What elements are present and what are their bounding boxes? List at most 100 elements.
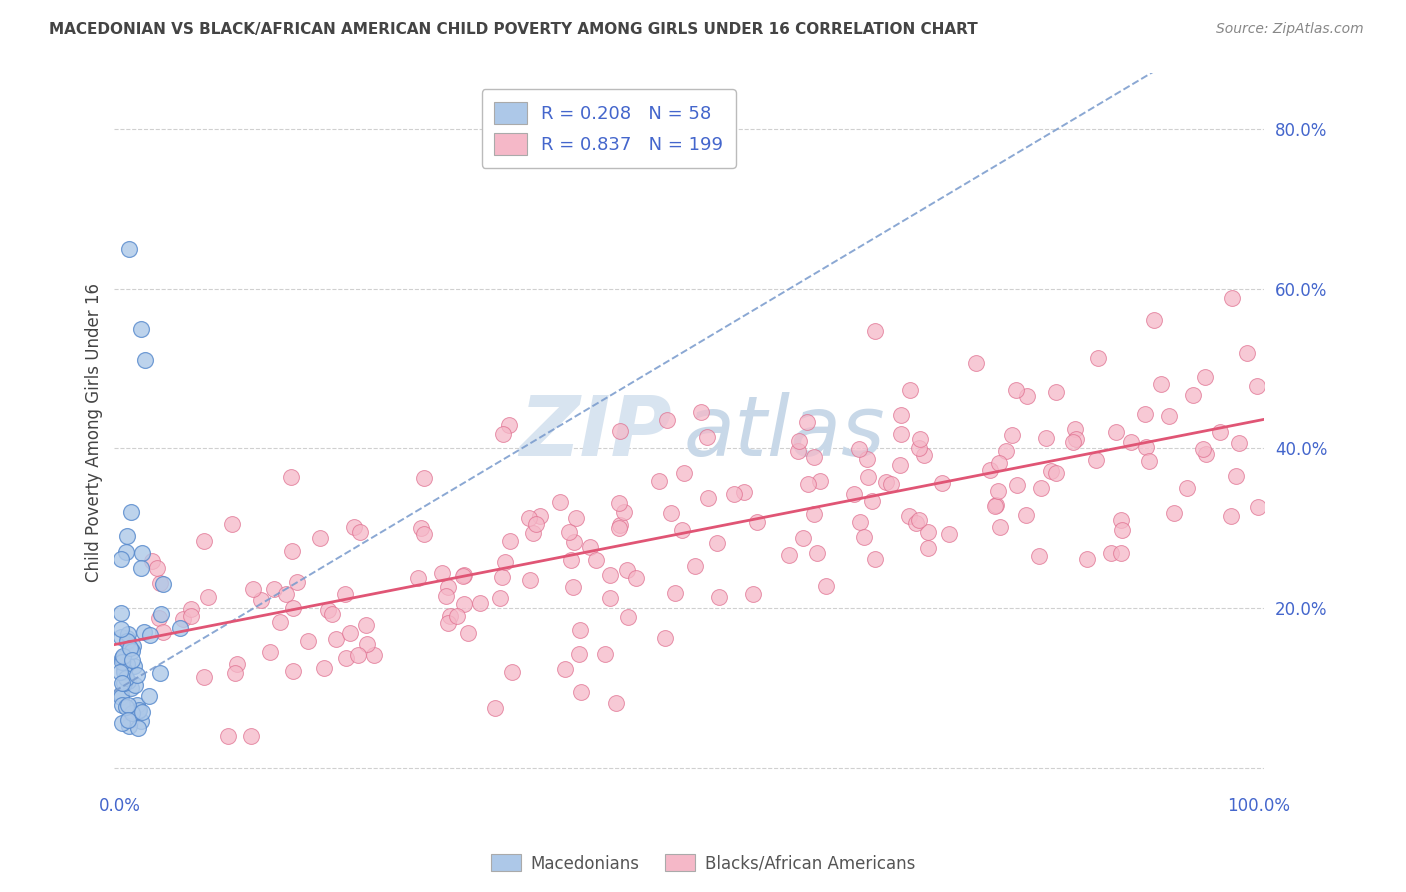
Point [138, 689, 160, 703]
Point [112, 663, 135, 677]
Point [285, 574, 308, 589]
Point [308, 531, 330, 545]
Point [139, 628, 162, 642]
Point [917, 541, 939, 555]
Point [118, 719, 141, 733]
Point [786, 443, 808, 458]
Point [742, 586, 765, 600]
Point [115, 657, 138, 672]
Point [842, 487, 865, 501]
Point [912, 448, 935, 462]
Point [430, 566, 453, 581]
Point [803, 508, 825, 522]
Point [111, 648, 134, 663]
Point [1040, 464, 1063, 478]
Point [131, 705, 153, 719]
Point [121, 653, 143, 667]
Point [111, 653, 134, 667]
Point [280, 470, 302, 484]
Point [907, 513, 929, 527]
Point [609, 425, 631, 439]
Point [115, 529, 138, 543]
Point [1028, 549, 1050, 563]
Point [263, 582, 285, 596]
Point [723, 486, 745, 500]
Point [654, 631, 676, 645]
Point [491, 427, 513, 442]
Point [1159, 409, 1181, 423]
Point [1137, 454, 1160, 468]
Point [792, 531, 814, 545]
Point [259, 645, 281, 659]
Point [1163, 507, 1185, 521]
Point [1121, 435, 1143, 450]
Point [778, 549, 800, 563]
Point [863, 324, 886, 338]
Point [110, 630, 132, 644]
Point [115, 671, 138, 685]
Point [457, 625, 479, 640]
Point [1109, 513, 1132, 527]
Point [120, 713, 142, 727]
Point [696, 430, 718, 444]
Legend: R = 0.208   N = 58, R = 0.837   N = 199: R = 0.208 N = 58, R = 0.837 N = 199 [482, 89, 735, 168]
Point [111, 651, 134, 665]
Point [413, 471, 436, 485]
Point [560, 553, 582, 567]
Point [501, 665, 523, 680]
Point [806, 546, 828, 560]
Point [111, 656, 134, 670]
Point [562, 534, 585, 549]
Point [436, 581, 458, 595]
Point [172, 612, 194, 626]
Point [1208, 425, 1230, 439]
Point [120, 641, 142, 656]
Point [733, 484, 755, 499]
Text: Source: ZipAtlas.com: Source: ZipAtlas.com [1216, 22, 1364, 37]
Text: atlas: atlas [683, 392, 886, 473]
Point [110, 665, 132, 679]
Point [321, 607, 343, 622]
Point [118, 242, 141, 256]
Point [240, 729, 263, 743]
Point [121, 706, 143, 720]
Point [110, 690, 132, 704]
Point [571, 685, 593, 699]
Point [110, 606, 132, 620]
Point [585, 553, 607, 567]
Point [451, 568, 474, 582]
Point [605, 696, 627, 710]
Point [1191, 442, 1213, 457]
Point [122, 659, 145, 673]
Y-axis label: Child Poverty Among Girls Under 16: Child Poverty Among Girls Under 16 [86, 283, 103, 582]
Point [242, 582, 264, 597]
Point [127, 721, 149, 735]
Text: MACEDONIAN VS BLACK/AFRICAN AMERICAN CHILD POVERTY AMONG GIRLS UNDER 16 CORRELAT: MACEDONIAN VS BLACK/AFRICAN AMERICAN CHI… [49, 22, 979, 37]
Point [1133, 407, 1156, 421]
Point [852, 530, 875, 544]
Point [124, 677, 146, 691]
Point [908, 432, 931, 446]
Point [696, 491, 718, 505]
Point [1035, 431, 1057, 445]
Point [1099, 546, 1122, 560]
Point [149, 576, 172, 591]
Point [224, 666, 246, 681]
Point [152, 625, 174, 640]
Point [193, 534, 215, 549]
Point [494, 555, 516, 569]
Point [965, 356, 987, 370]
Point [439, 609, 461, 624]
Point [1175, 481, 1198, 495]
Point [995, 443, 1018, 458]
Point [343, 519, 366, 533]
Point [1062, 435, 1084, 450]
Point [125, 698, 148, 712]
Point [522, 526, 544, 541]
Point [325, 632, 347, 646]
Point [860, 494, 883, 508]
Point [129, 561, 152, 575]
Point [578, 540, 600, 554]
Point [148, 610, 170, 624]
Point [131, 546, 153, 560]
